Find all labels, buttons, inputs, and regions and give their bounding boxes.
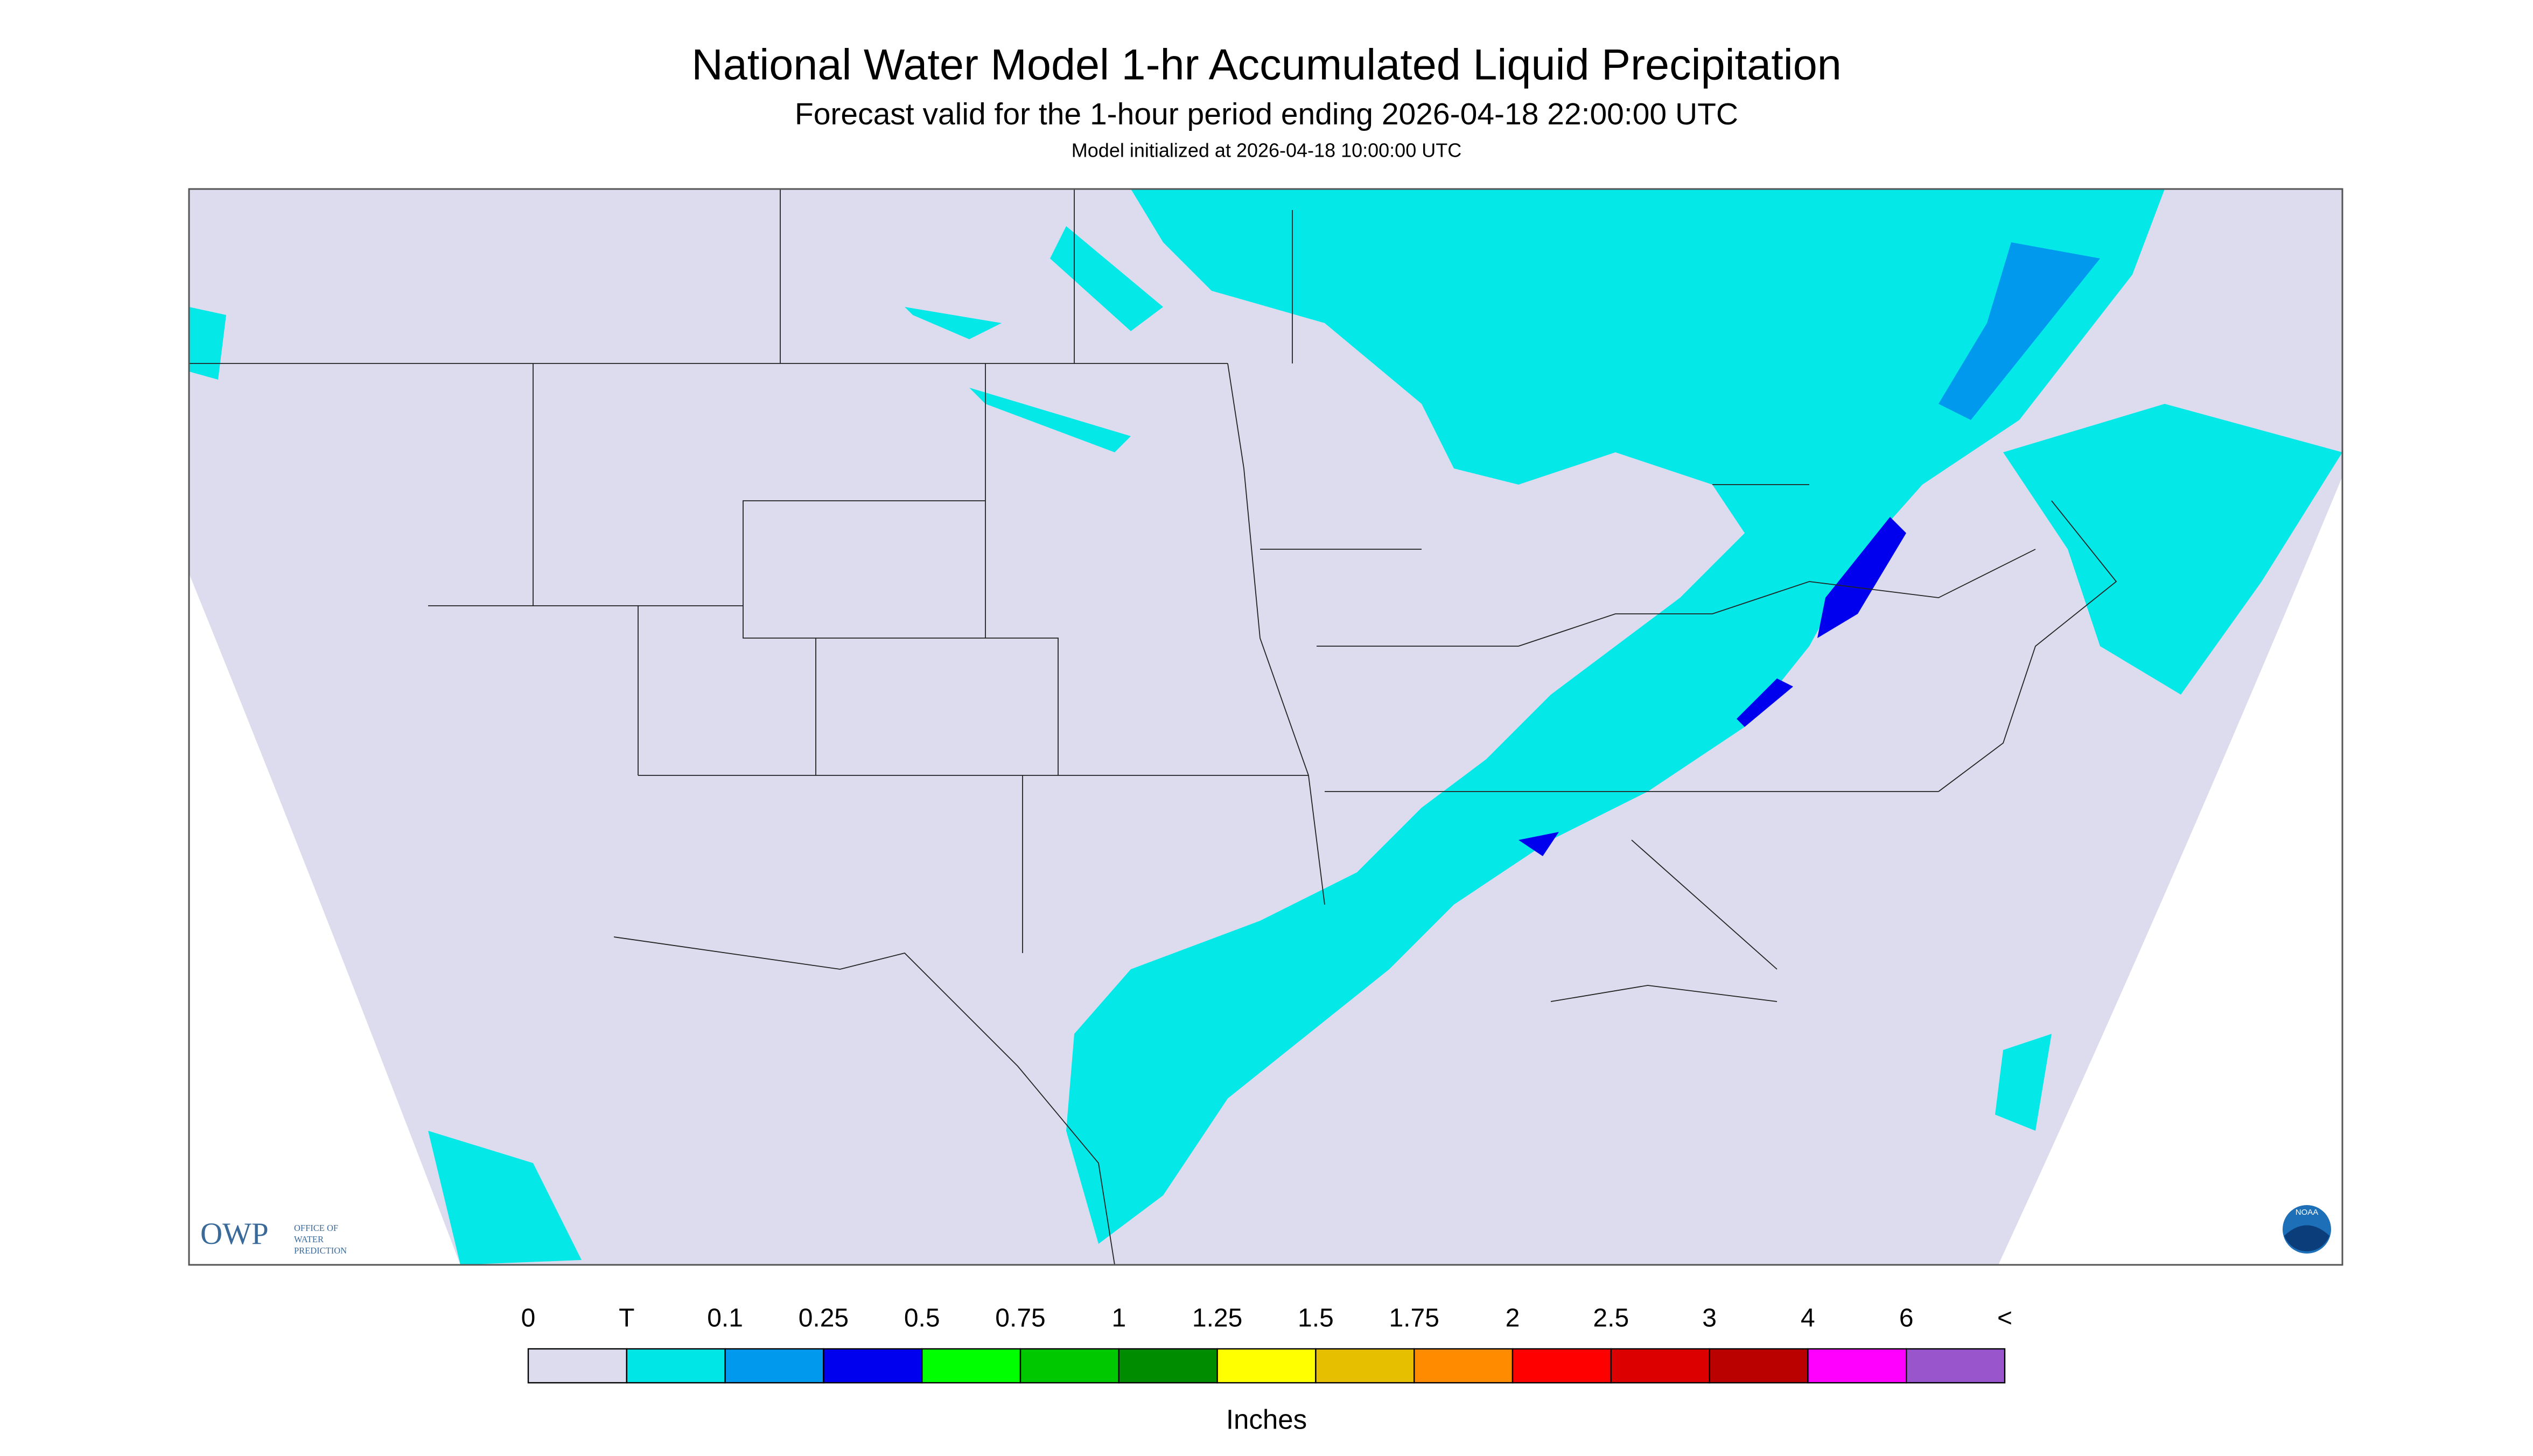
legend-label: 0	[521, 1304, 536, 1333]
legend-label: 1.5	[1298, 1304, 1334, 1333]
legend-label: 1.25	[1192, 1304, 1242, 1333]
legend-swatch	[1315, 1348, 1415, 1384]
title: National Water Model 1-hr Accumulated Li…	[691, 40, 1842, 89]
noaa-label: NOAA	[2296, 1208, 2319, 1217]
legend-label: 6	[1899, 1304, 1914, 1333]
legend-label: 2.5	[1593, 1304, 1629, 1333]
owp-name: PREDICTION	[294, 1245, 347, 1256]
precip-area	[1939, 242, 2100, 421]
legend-label: 0.1	[707, 1304, 743, 1333]
owp-name: OFFICE OF	[294, 1223, 338, 1233]
init-note: Model initialized at 2026-04-18 10:00:00…	[1072, 139, 1461, 162]
legend-swatch	[1216, 1348, 1317, 1384]
legend-label: <	[1997, 1304, 2012, 1333]
legend-swatch	[1118, 1348, 1218, 1384]
legend-swatch	[823, 1348, 923, 1384]
legend-swatch	[921, 1348, 1021, 1384]
legend-label: 0.75	[995, 1304, 1045, 1333]
precip-area	[189, 226, 2052, 1265]
legend-swatch	[1019, 1348, 1120, 1384]
legend-swatch	[1414, 1348, 1514, 1384]
legend-label: 1	[1111, 1304, 1126, 1333]
legend-label: T	[619, 1304, 634, 1333]
legend-swatch	[1610, 1348, 1710, 1384]
noaa-logo	[2284, 1225, 2329, 1251]
legend-swatch	[1807, 1348, 1907, 1384]
precip-area	[1519, 517, 1906, 857]
legend-label: 2	[1506, 1304, 1520, 1333]
legend-swatch	[1905, 1348, 2006, 1384]
legend-label: 3	[1702, 1304, 1717, 1333]
borders	[189, 189, 2342, 1265]
legend-swatch	[1709, 1348, 1809, 1384]
legend-swatch	[626, 1348, 726, 1384]
precip-area	[1066, 189, 2165, 1244]
legend-label: 4	[1801, 1304, 1815, 1333]
legend-swatch	[527, 1348, 628, 1384]
legend-label: 0.25	[799, 1304, 849, 1333]
map: OWP OFFICE OF WATER PREDICTION NOAA	[188, 188, 2343, 1266]
legend-label: 1.75	[1389, 1304, 1439, 1333]
legend-swatch	[724, 1348, 824, 1384]
legend-label: 0.5	[904, 1304, 940, 1333]
legend-unit: Inches	[1226, 1404, 1307, 1434]
precip-area	[2003, 404, 2342, 695]
owp-name: WATER	[294, 1234, 324, 1244]
legend-swatch	[1512, 1348, 1612, 1384]
owp-logo: OWP	[200, 1217, 269, 1251]
legend: Inches 0 T 0.1 0.25 0.5 0.75 1 1.25 1.5 1.75 2 2.5 3…	[521, 1304, 2012, 1435]
subtitle: Forecast valid for the 1-hour period end…	[795, 97, 1738, 131]
map-frame	[188, 188, 2343, 1266]
